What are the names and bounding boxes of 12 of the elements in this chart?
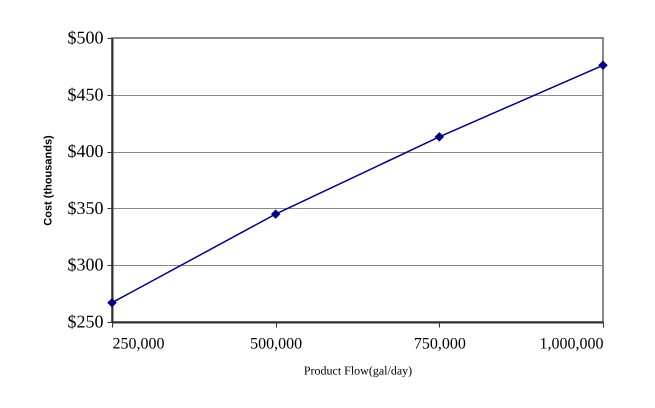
- x-tick-label: 500,000: [250, 336, 302, 352]
- y-tick-label: $300: [68, 254, 104, 275]
- x-axis-title: Product Flow(gal/day): [304, 364, 412, 378]
- y-tick-label: $250: [68, 312, 104, 332]
- y-tick-label: $500: [68, 28, 104, 48]
- y-tick-label: $350: [68, 198, 104, 218]
- y-tick-label: $450: [68, 84, 104, 104]
- y-axis-title: Cost (thousands): [42, 134, 54, 226]
- x-tick-label: 750,000: [414, 336, 466, 352]
- x-tick-label: 1,000,000: [540, 336, 604, 352]
- y-tick-label: $400: [68, 141, 104, 162]
- x-tick-label: 250,000: [112, 336, 164, 352]
